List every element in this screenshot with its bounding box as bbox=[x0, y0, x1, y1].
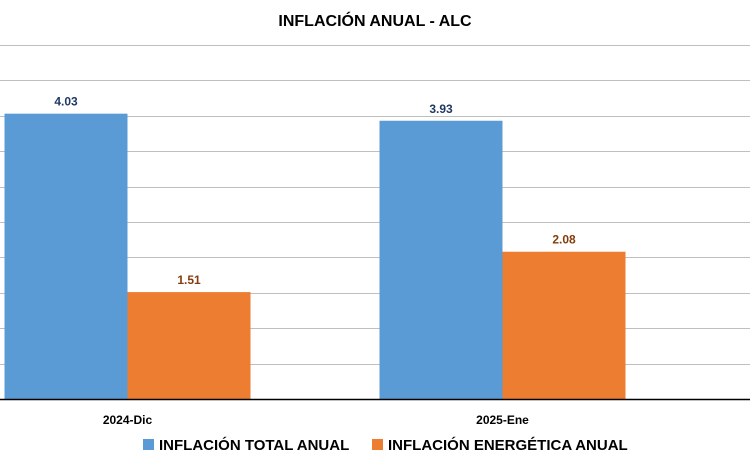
category-label: 2025-Ene bbox=[476, 413, 529, 427]
data-labels: 4.03 1.51 3.93 2.08 bbox=[54, 95, 576, 287]
data-label: 3.93 bbox=[429, 102, 453, 116]
legend-label: INFLACIÓN TOTAL ANUAL bbox=[159, 436, 349, 454]
legend-swatch bbox=[372, 439, 383, 450]
bar-total-2025-Ene bbox=[379, 120, 503, 400]
chart-title: INFLACIÓN ANUAL - ALC bbox=[278, 11, 472, 30]
legend-label: INFLACIÓN ENERGÉTICA ANUAL bbox=[388, 436, 628, 454]
category-labels: 2024-Dic 2025-Ene bbox=[103, 413, 529, 427]
bar-energetica-2024-Dic bbox=[127, 292, 251, 399]
data-label: 1.51 bbox=[177, 273, 201, 287]
legend-swatch bbox=[143, 439, 154, 450]
bars bbox=[4, 113, 626, 400]
category-label: 2024-Dic bbox=[103, 413, 153, 427]
legend: INFLACIÓN TOTAL ANUAL INFLACIÓN ENERGÉTIC… bbox=[143, 436, 628, 454]
bar-total-2024-Dic bbox=[4, 113, 128, 400]
data-label: 2.08 bbox=[552, 233, 576, 247]
data-label: 4.03 bbox=[54, 95, 78, 109]
bar-energetica-2025-Ene bbox=[502, 251, 626, 399]
